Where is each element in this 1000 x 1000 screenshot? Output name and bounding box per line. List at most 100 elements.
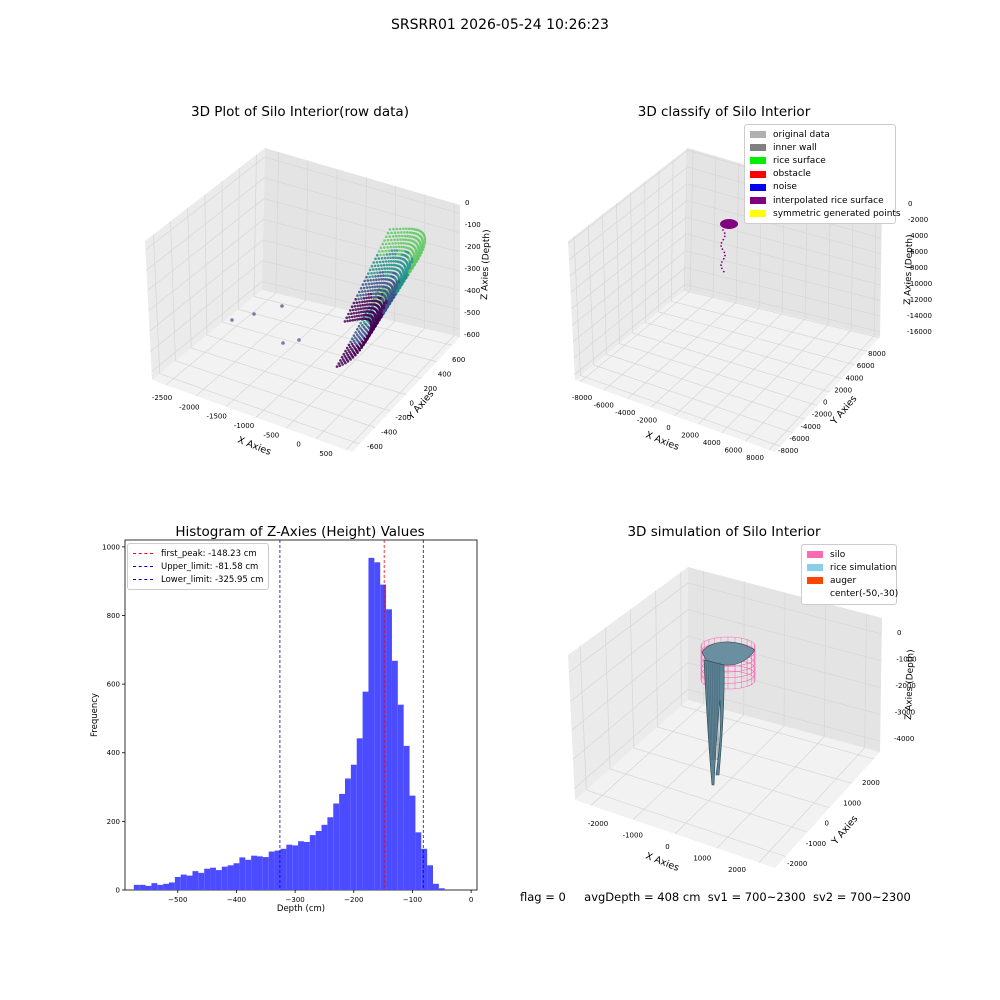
histogram-bars	[133, 557, 445, 890]
raw-data-point	[357, 314, 361, 318]
simulation-legend: silo rice simulation auger center(-50,-30)	[801, 544, 898, 605]
p2-z-gridline	[574, 284, 686, 375]
raw-data-point	[342, 352, 346, 356]
raw-data-point	[421, 240, 425, 243]
histogram-x-tick-label: 0	[469, 896, 473, 904]
p4-x-gridline	[783, 592, 786, 727]
raw-data-point	[385, 253, 389, 256]
raw-data-point	[365, 300, 369, 303]
p4-y-gridline	[579, 646, 587, 791]
raw-data-point	[366, 303, 369, 306]
raw-data-point	[379, 274, 383, 278]
raw-data-point	[370, 264, 374, 268]
raw-data-point	[412, 255, 416, 259]
raw-data-point	[410, 235, 414, 239]
histogram-y-tick-label: 1000	[102, 543, 120, 551]
raw-data-point	[378, 260, 382, 264]
histogram-x-tick-label: −100	[403, 896, 422, 904]
raw-data-point	[343, 355, 347, 358]
raw-data-point	[395, 227, 399, 231]
p2-floor-pane	[575, 290, 880, 452]
raw-data-point	[407, 227, 411, 231]
raw-data-point	[401, 238, 405, 241]
p4-y-gridline	[586, 789, 786, 857]
raw-data-point	[368, 286, 372, 289]
p2-z-tick-label: 0	[908, 200, 912, 208]
histogram-bar	[280, 848, 287, 890]
p1-x-tick-label: -2500	[152, 394, 172, 402]
p4-z-tick-label: -2000	[896, 682, 916, 690]
raw-data-point	[374, 288, 377, 292]
raw-data-point	[354, 353, 357, 357]
raw-data-point	[399, 241, 403, 245]
raw-data-point	[353, 315, 356, 318]
histogram-y-tick-label: 800	[107, 612, 120, 620]
histogram-bar	[210, 867, 216, 890]
histogram-bar	[362, 691, 369, 890]
simulation-3d-panes	[568, 567, 882, 868]
raw-outlier-point	[252, 312, 256, 316]
raw-data-point	[381, 250, 384, 253]
p2-y-gridline	[658, 170, 660, 312]
raw-3d-z-ticks: 0 -100 -200 -300 -400 -500 -600	[464, 199, 481, 339]
raw-data-point	[399, 238, 402, 241]
raw-data-point	[363, 300, 367, 303]
raw-data-point	[394, 256, 397, 260]
raw-data-point	[378, 281, 381, 285]
classify-legend: original data inner wall rice surface obsta…	[744, 124, 901, 225]
histogram-bar	[180, 874, 187, 890]
legend-item: original data	[750, 128, 890, 141]
raw-data-point	[338, 364, 342, 368]
histogram-legend-item: Lower_limit: -325.95 cm	[133, 573, 263, 586]
histogram-bar	[257, 856, 263, 890]
raw-data-point	[355, 314, 359, 318]
raw-data-point	[393, 238, 396, 242]
histogram-bar	[215, 870, 222, 890]
raw-data-point	[388, 267, 391, 270]
raw-data-point	[357, 330, 361, 333]
p2-y-gridline	[684, 290, 880, 339]
p2-z-tick-label: -4000	[908, 232, 928, 240]
raw-data-point	[369, 327, 373, 330]
raw-data-point	[396, 238, 399, 241]
raw-data-point	[367, 296, 371, 299]
raw-data-point	[387, 298, 390, 301]
simulation-y-axis-label: Y Axies	[829, 813, 860, 847]
raw-data-point	[391, 235, 395, 238]
p4-y-tick-label: -2000	[787, 860, 807, 868]
raw-data-point	[393, 249, 396, 252]
legend-swatch	[750, 170, 766, 178]
p2-x-tick-label: -6000	[593, 402, 613, 410]
raw-data-point	[351, 356, 355, 359]
histogram-legend-item: first_peak: -148.23 cm	[133, 547, 263, 560]
legend-label: rice surface	[773, 155, 826, 166]
p1-y-tick-label: 200	[424, 385, 437, 393]
p1-y-tick-label: 0	[410, 400, 414, 408]
p2-z-tick-label: -2000	[908, 216, 928, 224]
raw-3d-gridlines	[145, 151, 461, 451]
histogram-bar	[274, 850, 281, 890]
raw-data-point	[406, 267, 410, 271]
p2-x-tick-label: 0	[666, 424, 670, 432]
raw-data-point	[356, 328, 359, 331]
p1-z-gridline	[264, 177, 461, 234]
raw-data-point	[345, 346, 349, 350]
raw-data-point	[391, 242, 394, 245]
histogram-bar	[403, 745, 410, 890]
rice-mesh-line	[718, 661, 721, 761]
raw-data-point	[419, 243, 422, 246]
p2-x-gridline	[735, 162, 740, 303]
interpolated-surface-point	[722, 257, 725, 260]
raw-data-point	[364, 293, 368, 296]
raw-data-point	[402, 272, 405, 276]
raw-data-point	[354, 336, 357, 340]
raw-data-point	[386, 246, 389, 249]
p1-y-tick-label: -200	[395, 414, 411, 422]
raw-data-point	[346, 319, 349, 323]
raw-data-point	[410, 261, 414, 264]
legend-swatch	[750, 183, 766, 191]
p4-x-gridline	[674, 725, 785, 835]
raw-data-point	[419, 247, 422, 251]
